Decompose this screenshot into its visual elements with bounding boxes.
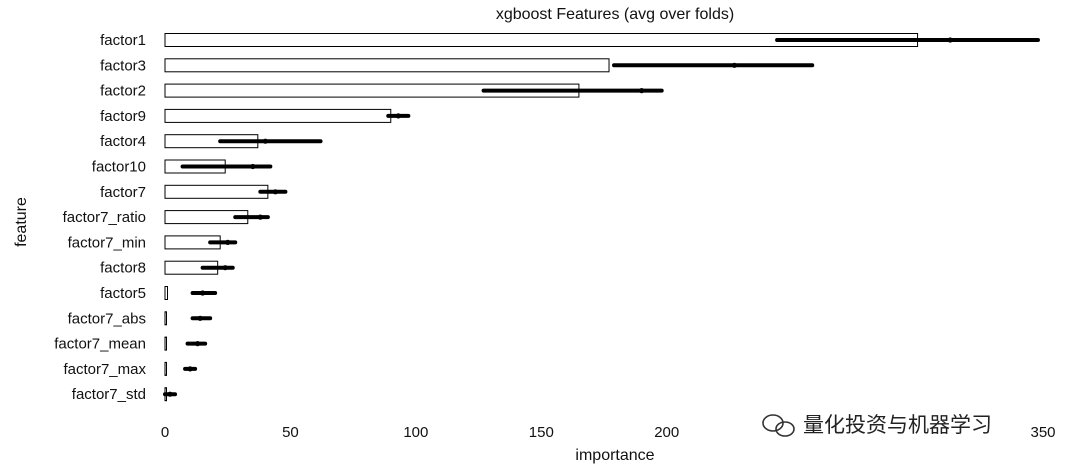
point-factor7	[272, 189, 278, 195]
bar-factor7-max	[164, 361, 167, 376]
wechat-icon	[762, 414, 795, 437]
point-factor9	[395, 113, 401, 119]
x-tick-label-200: 200	[654, 424, 679, 441]
point-factor3	[731, 62, 738, 68]
category-label-factor10: factor10	[92, 159, 146, 176]
point-factor2	[639, 88, 645, 94]
bar-factor7-mean	[164, 336, 167, 351]
point-factor10	[250, 163, 256, 170]
point-factor7-ratio	[257, 214, 263, 220]
point-factor4	[262, 138, 268, 144]
bar-factor9	[164, 108, 392, 123]
error-bars-layer	[163, 37, 1040, 397]
x-axis-title: importance	[575, 447, 654, 464]
bar-factor3	[164, 58, 610, 73]
category-label-factor3: factor3	[100, 57, 146, 74]
category-label-factor8: factor8	[100, 260, 146, 277]
category-label-factor7-max: factor7_max	[63, 361, 146, 378]
point-factor7-std	[167, 391, 173, 397]
x-tick-label-0: 0	[161, 424, 169, 441]
point-factor7-min	[225, 239, 231, 245]
point-factor8	[222, 265, 228, 271]
x-tick-label-350: 350	[1030, 424, 1055, 441]
category-labels: factor1 factor3 factor2 factor9 factor4 facto…	[54, 32, 146, 403]
watermark: 量化投资与机器学习	[762, 413, 992, 437]
y-axis-title: feature	[13, 197, 30, 247]
bar-factor5	[164, 286, 169, 300]
chart-title: xgboost Features (avg over folds)	[496, 6, 734, 23]
category-label-factor7-abs: factor7_abs	[68, 310, 146, 327]
watermark-text: 量化投资与机器学习	[803, 413, 992, 437]
category-label-factor7: factor7	[100, 184, 146, 201]
category-label-factor7-min: factor7_min	[68, 234, 146, 251]
category-label-factor9: factor9	[100, 108, 146, 125]
point-factor7-mean	[195, 341, 201, 347]
bar-factor7-abs	[164, 311, 167, 326]
category-label-factor2: factor2	[100, 83, 146, 100]
point-factor1	[947, 37, 953, 43]
category-label-factor1: factor1	[100, 32, 146, 49]
x-tick-label-100: 100	[403, 424, 428, 441]
category-label-factor7-std: factor7_std	[72, 386, 146, 403]
x-tick-label-50: 50	[282, 424, 299, 441]
point-factor7-max	[187, 366, 193, 372]
bar-factor7	[164, 184, 269, 199]
category-label-factor7-ratio: factor7_ratio	[63, 209, 146, 226]
category-label-factor5: factor5	[100, 285, 146, 302]
category-label-factor7-mean: factor7_mean	[54, 336, 146, 353]
x-tick-label-150: 150	[529, 424, 554, 441]
point-factor7-abs	[197, 315, 203, 321]
x-tick-labels: 0 50 100 150 200 350	[161, 424, 1056, 441]
bars-layer	[164, 33, 919, 402]
category-label-factor4: factor4	[100, 133, 146, 150]
point-factor5	[200, 290, 206, 296]
